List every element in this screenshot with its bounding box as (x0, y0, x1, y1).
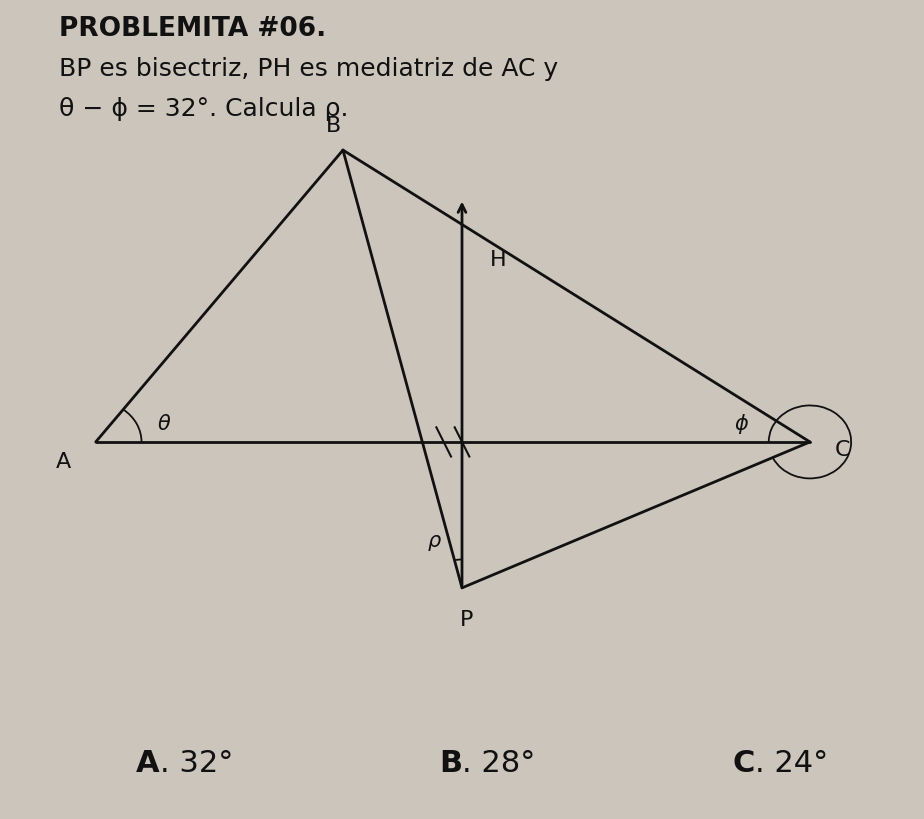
Text: C: C (834, 440, 850, 460)
Text: C: C (733, 749, 755, 778)
Text: H: H (491, 250, 507, 269)
Text: B: B (439, 749, 462, 778)
Text: . 32°: . 32° (160, 749, 233, 778)
Text: PROBLEMITA #06.: PROBLEMITA #06. (59, 16, 326, 43)
Text: P: P (460, 610, 473, 631)
Text: . 24°: . 24° (755, 749, 828, 778)
Text: $\rho$: $\rho$ (427, 533, 442, 554)
Text: $\theta$: $\theta$ (157, 414, 172, 434)
Text: A: A (136, 749, 160, 778)
Text: A: A (56, 452, 71, 473)
Text: $\phi$: $\phi$ (734, 412, 748, 436)
Text: θ − ϕ = 32°. Calcula ρ.: θ − ϕ = 32°. Calcula ρ. (59, 97, 348, 121)
Text: BP es bisectriz, PH es mediatriz de AC y: BP es bisectriz, PH es mediatriz de AC y (59, 57, 558, 81)
Text: . 28°: . 28° (462, 749, 535, 778)
Text: B: B (326, 115, 342, 136)
